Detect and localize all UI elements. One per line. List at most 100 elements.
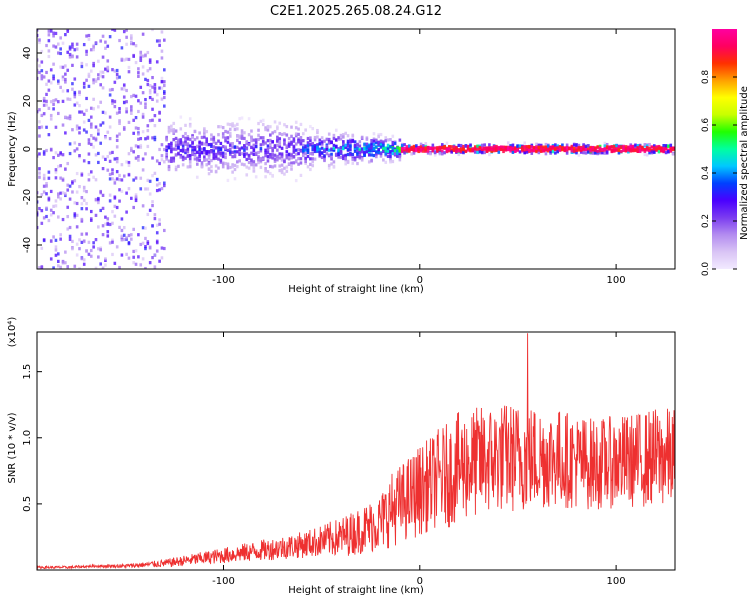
spectrogram-cell <box>495 146 498 150</box>
spectrogram-cell <box>120 46 124 50</box>
spectrogram-cell <box>160 49 164 53</box>
spectrogram-cell <box>130 34 133 38</box>
spectrogram-cell <box>207 156 211 160</box>
spectrogram-cell <box>49 189 53 194</box>
spectrogram-cell <box>391 134 395 138</box>
spectrogram-cell <box>273 129 277 134</box>
spectrogram-cell <box>106 234 110 238</box>
spectrogram-cell <box>210 133 213 137</box>
spectrogram-cell <box>448 147 451 151</box>
spectrogram-cell <box>54 125 58 129</box>
spectrogram-cell <box>217 157 220 161</box>
spectrogram-cell <box>139 143 143 148</box>
spectrogram-cell <box>391 151 395 156</box>
spectrogram-cell <box>443 151 446 155</box>
spectrogram-cell <box>87 72 91 76</box>
spectrogram-cell <box>469 143 472 147</box>
spectrogram-cell <box>57 252 60 256</box>
spectrogram-cell <box>499 145 503 149</box>
spectrogram-cell <box>188 157 192 161</box>
spectrogram-cell <box>101 233 105 237</box>
spectrogram-cell <box>115 205 119 210</box>
spectrogram-cell <box>539 145 543 149</box>
spectrogram-cell <box>160 158 164 162</box>
spectrogram-cell <box>372 142 376 146</box>
spectrogram-cell <box>122 225 126 230</box>
spectrogram-cell <box>629 148 633 152</box>
spectrogram-cell <box>68 52 72 57</box>
spectrogram-cell <box>266 151 270 155</box>
spectrogram-cell <box>205 130 209 134</box>
spectrogram-cell <box>155 159 159 163</box>
spectrogram-cell <box>191 148 194 153</box>
spectrogram-cell <box>518 144 522 148</box>
spectrogram-cell <box>137 74 140 78</box>
spectrogram-cell <box>476 147 479 152</box>
spectrogram-cell <box>132 261 135 265</box>
spectrogram-cell <box>75 147 79 151</box>
spectrogram-cell <box>544 142 548 147</box>
spectrogram-cell <box>170 147 173 151</box>
spectrogram-cell <box>471 148 475 152</box>
spectrogram-cell <box>365 142 369 146</box>
spectrogram-cell <box>144 226 147 230</box>
spectrogram-cell <box>73 215 77 219</box>
spectrogram-cell <box>610 145 614 149</box>
spectrogram-cell <box>148 58 152 62</box>
spectrogram-cell <box>240 146 244 150</box>
spectrogram-cell <box>219 147 223 151</box>
spectrogram-cell <box>158 161 161 166</box>
spectrogram-cell <box>636 144 640 148</box>
spectrogram-cell <box>309 136 312 140</box>
spectrogram-cell <box>212 149 216 153</box>
spectrogram-cell <box>226 130 230 134</box>
spectrogram-cell <box>638 146 642 151</box>
spectrogram-cell <box>127 163 131 167</box>
spectrogram-cell <box>181 158 185 162</box>
spectrogram-cell <box>323 158 326 163</box>
spectrogram-cell <box>337 150 340 154</box>
spectrogram-cell <box>384 149 388 153</box>
spectrogram-cell <box>377 147 380 152</box>
spectrogram-cell <box>643 149 647 154</box>
spectrogram-cell <box>64 193 67 198</box>
spectrogram-cell <box>71 82 74 86</box>
spectrogram-cell <box>285 165 289 169</box>
spectrogram-cell <box>153 171 157 175</box>
spectrogram-cell <box>82 112 86 116</box>
spectrogram-cell <box>38 171 41 175</box>
spectrogram-cell <box>226 136 230 140</box>
spectrogram-cell <box>80 110 84 114</box>
spectrogram-cell <box>66 50 70 54</box>
spectrogram-cell <box>469 148 472 152</box>
spectrogram-cell <box>37 33 39 38</box>
spectrogram-cell <box>85 189 88 194</box>
spectrogram-cell <box>203 131 206 135</box>
spectrogram-cell <box>327 163 331 168</box>
spectrogram-cell <box>236 150 239 154</box>
spectrogram-cell <box>148 119 152 123</box>
spectrogram-cell <box>257 128 260 132</box>
spectrogram-cell <box>598 151 602 155</box>
spectrogram-cell <box>94 153 98 157</box>
spectrogram-cell <box>118 173 121 178</box>
spectrogram-cell <box>565 151 569 155</box>
spectrogram-cell <box>238 159 241 163</box>
spectrogram-cell <box>669 149 673 153</box>
spectrogram-cell <box>624 145 628 149</box>
spectrogram-cell <box>64 115 67 119</box>
spectrogram-cell <box>587 144 590 148</box>
spectrogram-cell <box>344 162 347 166</box>
spectrogram-cell <box>146 82 150 87</box>
spectrogram-cell <box>384 139 388 143</box>
spectrogram-cell <box>290 153 293 157</box>
spectrogram-cell <box>144 102 147 106</box>
spectrogram-cell <box>111 252 114 257</box>
spectrogram-cell <box>104 222 107 226</box>
spectrogram-cell <box>57 42 60 46</box>
spectrogram-cell <box>313 148 317 152</box>
spectrogram-cell <box>370 146 373 150</box>
spectrogram-cell <box>481 143 484 147</box>
spectrogram-cell <box>316 143 319 147</box>
spectrogram-cell <box>68 234 72 238</box>
